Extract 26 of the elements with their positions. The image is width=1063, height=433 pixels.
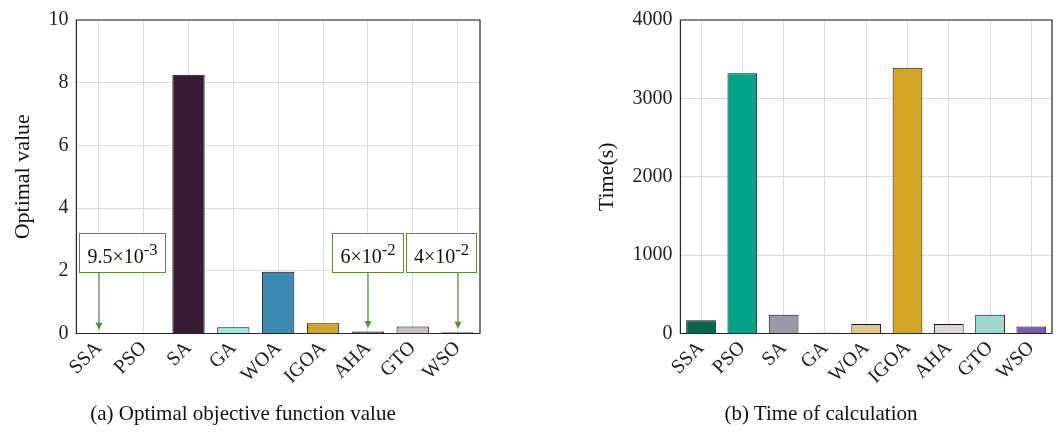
y-tick-label: 2: [58, 258, 69, 281]
y-tick-label: 8: [58, 69, 69, 92]
x-tick-label: SA: [161, 335, 196, 370]
annotation: 4×10$^{-2}$: [406, 233, 478, 274]
x-tick-label: GA: [203, 335, 241, 372]
y-tick-label: 3000: [632, 85, 673, 108]
annotation: 6×10$^{-2}$: [332, 233, 404, 274]
text: (b) Time of calculation: [724, 400, 919, 425]
y-tick-label: 4: [58, 195, 69, 218]
y-tick-label: 2000: [632, 163, 673, 186]
x-tick-label: WSO: [417, 335, 465, 383]
y-tick-label: 4000: [632, 7, 673, 30]
y-tick-label: 1000: [632, 242, 673, 265]
x-tick-label: PSO: [108, 335, 151, 378]
y-tick-label: 10: [48, 7, 69, 30]
annotation: 9.5×10$^{-3}$: [79, 233, 166, 274]
y-axis-title: Time(s): [592, 142, 618, 212]
x-tick-label: WSO: [990, 335, 1038, 383]
x-tick-label: PSO: [707, 335, 749, 378]
y-axis-title: Optimal value: [8, 114, 34, 240]
x-tick-label: GTO: [374, 335, 420, 381]
y-tick-label: 0: [662, 320, 673, 343]
text: (a) Optimal objective function value: [90, 400, 396, 425]
y-tick-label: 0: [58, 320, 69, 343]
y-tick-label: 6: [58, 132, 69, 155]
x-tick-label: SA: [756, 335, 791, 370]
